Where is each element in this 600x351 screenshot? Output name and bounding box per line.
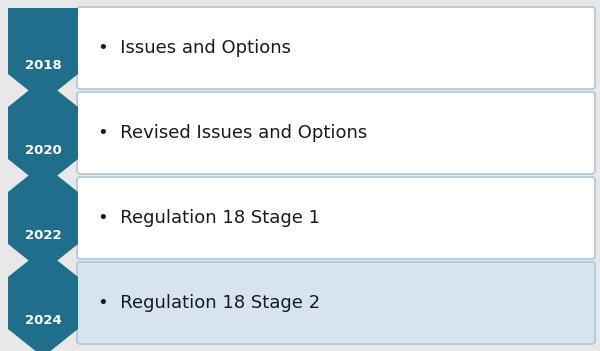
Polygon shape xyxy=(8,249,78,351)
Text: 2024: 2024 xyxy=(25,314,61,327)
Text: 2020: 2020 xyxy=(25,144,61,157)
FancyBboxPatch shape xyxy=(77,92,595,174)
Text: 2018: 2018 xyxy=(25,59,61,72)
Polygon shape xyxy=(8,8,78,102)
Text: •  Regulation 18 Stage 2: • Regulation 18 Stage 2 xyxy=(98,294,320,312)
Text: •  Revised Issues and Options: • Revised Issues and Options xyxy=(98,124,367,142)
Text: 2022: 2022 xyxy=(25,229,61,242)
FancyBboxPatch shape xyxy=(77,7,595,89)
Polygon shape xyxy=(8,164,78,272)
FancyBboxPatch shape xyxy=(77,177,595,259)
FancyBboxPatch shape xyxy=(77,262,595,344)
Text: •  Issues and Options: • Issues and Options xyxy=(98,39,291,57)
Text: •  Regulation 18 Stage 1: • Regulation 18 Stage 1 xyxy=(98,209,320,227)
Polygon shape xyxy=(8,79,78,187)
